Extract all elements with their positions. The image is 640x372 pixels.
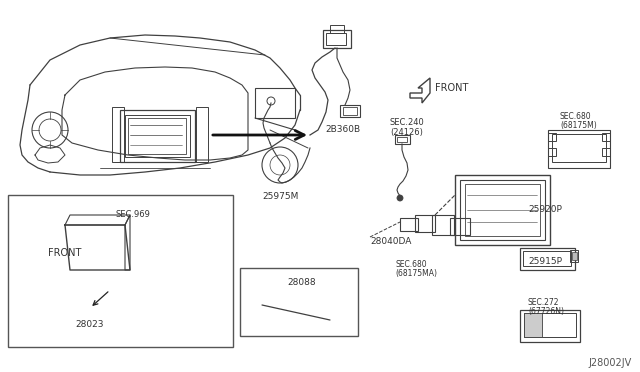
Bar — [115, 328, 125, 340]
Bar — [112, 107, 124, 162]
Bar — [524, 313, 576, 337]
Text: SEC.240: SEC.240 — [390, 118, 425, 127]
Text: (68175MA): (68175MA) — [395, 269, 437, 278]
Bar — [602, 148, 610, 156]
Bar — [103, 328, 113, 340]
Bar — [330, 25, 344, 33]
Circle shape — [397, 195, 403, 201]
Bar — [63, 270, 130, 280]
Text: FRONT: FRONT — [48, 248, 81, 258]
Bar — [400, 218, 418, 231]
Text: 25975M: 25975M — [262, 192, 298, 201]
Bar — [196, 107, 208, 162]
Text: 28023: 28023 — [75, 320, 104, 329]
Bar — [548, 133, 556, 141]
Bar — [100, 325, 138, 343]
Text: SEC.680: SEC.680 — [560, 112, 591, 121]
Bar — [67, 290, 79, 298]
Bar — [240, 268, 358, 336]
Bar — [520, 248, 575, 270]
Bar — [343, 107, 357, 115]
Bar — [330, 316, 344, 326]
Bar — [465, 184, 540, 236]
Text: 28040DA: 28040DA — [370, 237, 412, 246]
Bar — [125, 115, 190, 157]
Text: (68175M): (68175M) — [560, 121, 596, 130]
Bar — [455, 175, 550, 245]
Bar — [548, 130, 610, 168]
Bar — [252, 300, 266, 310]
Bar — [127, 328, 137, 340]
Bar — [8, 195, 233, 347]
Bar — [432, 215, 454, 235]
Text: (67726N): (67726N) — [528, 307, 564, 316]
Bar — [572, 252, 577, 260]
Bar — [128, 118, 186, 154]
Bar — [63, 280, 130, 290]
Text: J28002JV: J28002JV — [588, 358, 631, 368]
Bar — [340, 105, 360, 117]
Text: SEC.680: SEC.680 — [395, 260, 427, 269]
Bar — [602, 133, 610, 141]
Bar — [570, 250, 578, 262]
Bar — [397, 137, 407, 142]
Text: 25920P: 25920P — [528, 205, 562, 214]
Bar — [460, 180, 545, 240]
Bar — [103, 290, 115, 298]
Text: SEC.272: SEC.272 — [528, 298, 559, 307]
Bar — [415, 215, 435, 232]
Text: (24126): (24126) — [390, 128, 423, 137]
Text: 28088: 28088 — [288, 278, 316, 287]
Bar — [523, 251, 571, 266]
Bar — [552, 134, 606, 162]
Bar — [395, 135, 410, 144]
Bar — [524, 313, 542, 337]
Polygon shape — [410, 78, 430, 103]
Text: 2B360B: 2B360B — [325, 125, 360, 134]
Bar — [342, 319, 348, 324]
Bar — [323, 30, 351, 48]
Polygon shape — [25, 233, 55, 258]
Bar — [520, 310, 580, 342]
Bar — [249, 303, 255, 308]
Bar — [255, 88, 295, 118]
Text: FRONT: FRONT — [435, 83, 468, 93]
Bar — [120, 110, 195, 162]
Text: 25915P: 25915P — [528, 257, 562, 266]
Bar — [548, 148, 556, 156]
Bar — [326, 33, 346, 45]
Bar — [450, 218, 470, 235]
Text: SEC.969: SEC.969 — [115, 210, 150, 219]
